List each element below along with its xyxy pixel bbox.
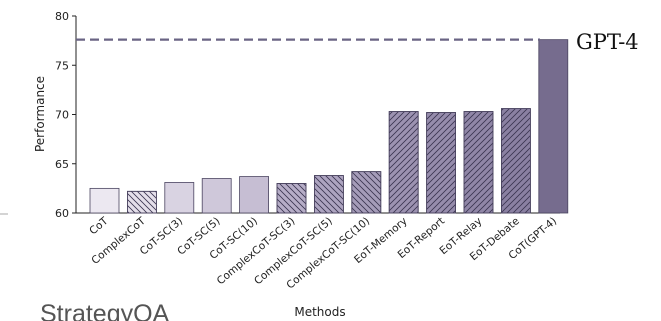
x-axis-title: Methods	[294, 305, 345, 319]
y-tick-label-80: 80	[55, 10, 69, 23]
bar-hatch-EoT-Report	[426, 112, 457, 214]
y-ticks-group: 60 65 70 75 80	[55, 10, 76, 220]
y-tick-label-70: 70	[55, 109, 69, 122]
y-axis-title: Performance	[33, 76, 47, 152]
bar-hatch-ComplexCoT	[127, 190, 157, 214]
bar-hatch-EoT-Relay	[463, 111, 494, 214]
bar-hatch-EoT-Debate	[500, 108, 531, 214]
bars-group	[89, 39, 569, 214]
bar-CoT	[89, 187, 120, 214]
bar-hatch-ComplexCoT-SC(5)	[313, 175, 344, 214]
bar-CoT-SC(3)	[164, 182, 195, 214]
y-tick-label-65: 65	[55, 158, 69, 171]
bar-hatch-ComplexCoT-SC(3)	[276, 183, 307, 214]
panel-title: StrategyQA	[40, 300, 170, 321]
bar-CoT-SC(5)	[201, 178, 232, 214]
bar-CoT(GPT-4)	[538, 39, 569, 214]
x-labels-group: CoTComplexCoTCoT-SC(3)CoT-SC(5)CoT-SC(10…	[87, 215, 559, 292]
bar-CoT-SC(10)	[239, 176, 270, 214]
y-tick-label-60: 60	[55, 207, 69, 220]
reference-line-label: GPT-4	[576, 30, 639, 54]
x-tick-label-CoT: CoT	[87, 215, 111, 238]
y-tick-label-75: 75	[55, 59, 69, 72]
bar-hatch-ComplexCoT-SC(10)	[351, 171, 382, 214]
bar-hatch-EoT-Memory	[388, 111, 419, 214]
